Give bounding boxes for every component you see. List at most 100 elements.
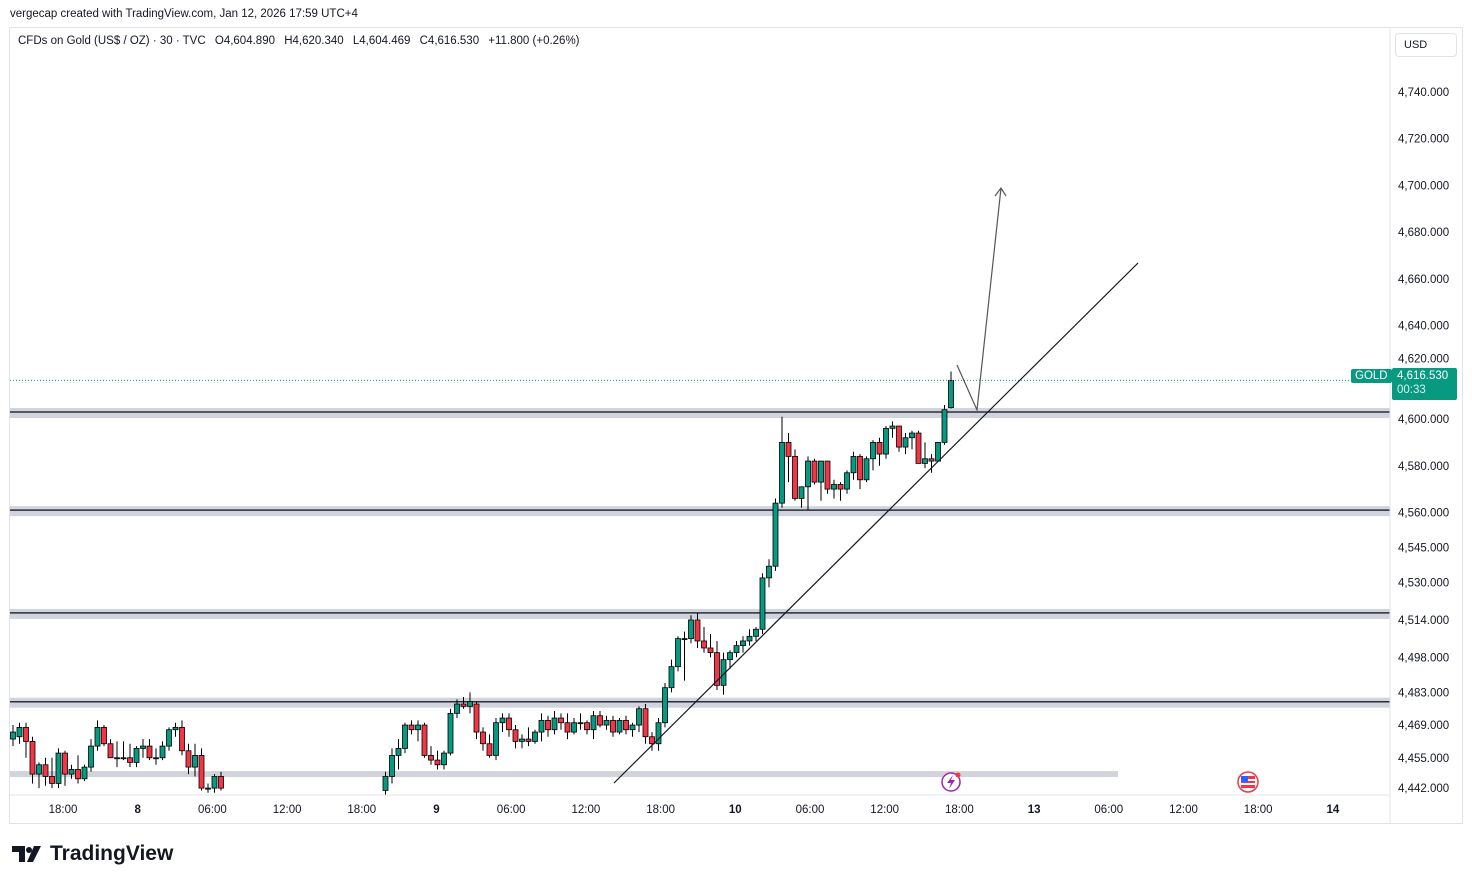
candle <box>896 425 902 452</box>
candle-body-up <box>759 577 766 630</box>
candle-body-up <box>447 712 454 754</box>
time-tick-label: 06:00 <box>1094 804 1123 816</box>
candle <box>818 460 824 501</box>
candle-body-up <box>493 722 499 756</box>
bar-countdown: 00:33 <box>1397 384 1426 396</box>
candle <box>473 701 480 740</box>
candle-body-down <box>29 741 36 775</box>
price-tick-label: 4,640.000 <box>1398 321 1449 333</box>
candle-body-down <box>179 726 185 752</box>
candle <box>694 612 701 648</box>
candle <box>811 458 818 485</box>
candle <box>590 711 597 740</box>
candle <box>10 725 16 747</box>
candle <box>837 482 844 501</box>
projection-path[interactable] <box>956 187 1002 413</box>
candle-body-up <box>766 565 772 579</box>
candle <box>785 433 792 483</box>
candle <box>460 697 467 709</box>
candle <box>192 743 198 777</box>
candle-body-down <box>480 731 486 745</box>
time-tick-label: 18:00 <box>347 804 376 816</box>
candle <box>753 626 759 641</box>
candle-body-up <box>532 731 538 742</box>
support-resistance-zone[interactable] <box>10 697 1390 708</box>
candle-body-up <box>166 729 172 747</box>
currency-button[interactable]: USD <box>1395 33 1457 57</box>
candle-body-up <box>863 458 870 481</box>
candle-body-up <box>909 432 915 439</box>
lower-zone[interactable] <box>10 771 1118 778</box>
ohlc-change: +11.800 (+0.26%) <box>488 35 580 47</box>
candle <box>519 734 525 749</box>
candle-body-down <box>896 425 902 448</box>
price-tick-label: 4,740.000 <box>1398 87 1449 99</box>
price-tick-label: 4,469.000 <box>1398 720 1449 732</box>
candle-body-down <box>198 755 205 789</box>
candle <box>857 454 863 490</box>
candle <box>525 727 532 747</box>
candle-body-up <box>211 776 218 789</box>
candle <box>629 722 636 737</box>
time-tick-label: 06:00 <box>796 804 825 816</box>
candle-body-up <box>68 769 75 775</box>
candle-body-up <box>88 745 94 768</box>
candle <box>408 720 415 735</box>
symbol-title[interactable]: CFDs on Gold (US$ / OZ) · 30 · TVC <box>18 35 206 47</box>
candle-body-down <box>62 752 68 775</box>
candle-body-up <box>571 722 577 733</box>
candle-body-up <box>902 437 909 448</box>
candle <box>179 720 185 756</box>
support-resistance-zone[interactable] <box>10 408 1390 419</box>
candle <box>941 405 948 445</box>
tradingview-logo[interactable]: TradingView <box>12 842 173 866</box>
candle <box>844 470 850 494</box>
candle <box>185 743 192 775</box>
candle <box>36 762 42 789</box>
candle-body-down <box>218 776 224 789</box>
candle-body-up <box>551 717 558 731</box>
support-resistance-zone[interactable] <box>10 608 1390 619</box>
candle <box>870 440 876 471</box>
candle <box>571 718 577 735</box>
economic-event-icon[interactable] <box>941 772 961 792</box>
time-tick-label: 12:00 <box>273 804 302 816</box>
candle-body-up <box>883 427 889 455</box>
candle-body-down <box>127 757 133 763</box>
us-flag-icon[interactable] <box>1237 771 1259 793</box>
candle <box>850 451 857 480</box>
candle-body-up <box>454 703 460 714</box>
candle <box>441 750 447 770</box>
candle <box>909 430 915 450</box>
candle-body-down <box>486 743 493 756</box>
candle <box>922 442 928 469</box>
support-resistance-zone[interactable] <box>10 506 1390 517</box>
tradingview-logo-icon <box>12 846 41 862</box>
candle-body-down <box>185 750 192 768</box>
price-axis[interactable]: 4,740.000 4,720.000 4,700.000 4,680.000 4,66… <box>1398 87 1449 795</box>
candle-body-down <box>545 719 551 731</box>
candle <box>75 755 81 784</box>
candle <box>649 732 655 751</box>
candle <box>88 739 94 772</box>
candle-body-down <box>428 755 434 761</box>
trendline[interactable] <box>613 262 1139 784</box>
logo-text: TradingView <box>50 842 174 865</box>
candle-body-up <box>746 635 753 642</box>
symbol-price-tag: GOLD <box>1351 369 1392 383</box>
candle-body-down <box>792 456 798 499</box>
candle <box>798 486 805 508</box>
candle <box>205 783 211 793</box>
candle-body-up <box>941 409 948 443</box>
candle <box>49 757 55 789</box>
candle <box>153 748 159 765</box>
candle-body-up <box>55 752 62 784</box>
candle-body-up <box>192 755 198 768</box>
candle <box>493 718 499 761</box>
time-axis[interactable]: 18:00 8 06:00 12:00 18:00 9 06:00 12:00 18:00 10 0… <box>49 804 1340 816</box>
candle <box>616 718 623 735</box>
candle-body-up <box>889 425 896 429</box>
candle <box>824 460 831 494</box>
candle <box>198 748 205 791</box>
